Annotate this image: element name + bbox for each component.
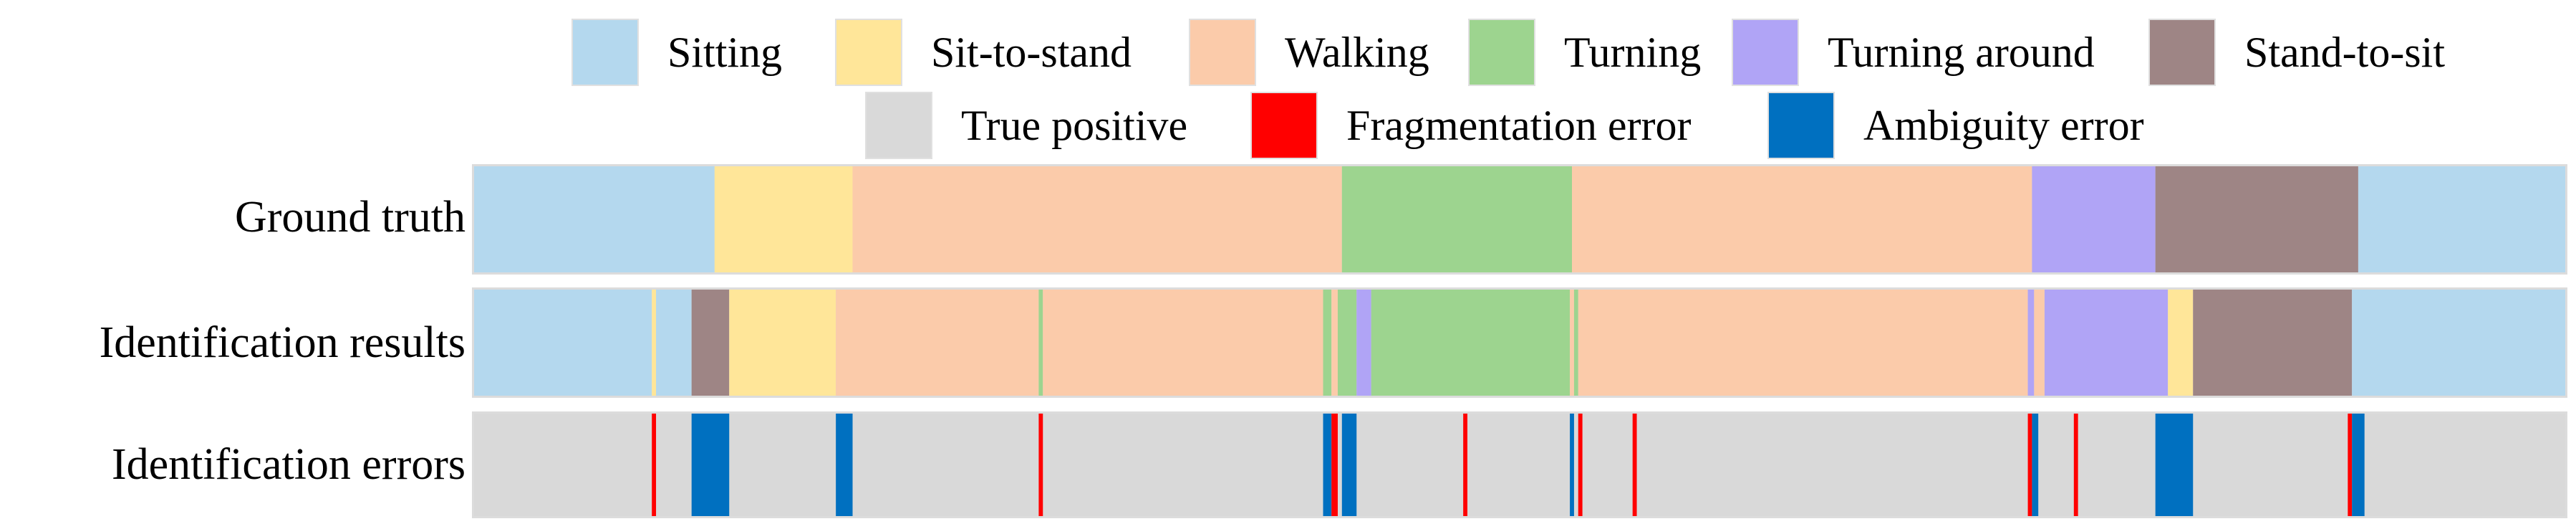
identification-results-segment-turning <box>1337 290 1357 396</box>
identification-results-segment-turning <box>1038 290 1043 396</box>
legend-swatch-fragmentation-error <box>1250 92 1318 159</box>
ground-truth-segment-walking <box>852 166 1342 272</box>
identification-errors-mark-ambiguity-error <box>2155 414 2194 516</box>
legend-label-ambiguity-error: Ambiguity error <box>1863 101 2144 149</box>
ground-truth-segment-walking <box>1572 166 2032 272</box>
identification-errors-mark-ambiguity-error <box>691 414 730 516</box>
legend-label-stand-to-sit: Stand-to-sit <box>2244 28 2445 76</box>
identification-errors-mark-ambiguity-error <box>1323 414 1332 516</box>
identification-errors-mark-fragmentation-error <box>1578 414 1583 516</box>
identification-errors-mark-fragmentation-error <box>2348 414 2353 516</box>
identification-results-segment-turning-around <box>1356 290 1371 396</box>
identification-errors-mark-ambiguity-error <box>1341 414 1357 516</box>
legend-label-true-positive: True positive <box>961 101 1188 149</box>
identification-errors-mark-ambiguity-error <box>836 414 853 516</box>
identification-errors-mark-fragmentation-error <box>1632 414 1637 516</box>
identification-results-segment-sitting <box>474 290 652 396</box>
legend-swatch-true-positive <box>865 92 932 159</box>
identification-results-segment-turning-around <box>2027 290 2035 396</box>
ground-truth-segment-sitting <box>474 166 715 272</box>
legend-swatch-turning <box>1468 19 1535 86</box>
legend-swatch-stand-to-sit <box>2148 19 2216 86</box>
identification-results-segment-stand-to-sit <box>2193 290 2353 396</box>
identification-results-segment-turning <box>1371 290 1571 396</box>
legend-swatch-walking <box>1189 19 1256 86</box>
identification-results-segment-turning-around <box>2044 290 2169 396</box>
identification-results-segment-turning <box>1573 290 1578 396</box>
legend-swatch-turning-around <box>1732 19 1799 86</box>
identification-results-segment-sitting <box>656 290 692 396</box>
identification-errors-mark-fragmentation-error <box>1463 414 1467 516</box>
legend-swatch-sitting <box>571 19 639 86</box>
legend-label-turning: Turning <box>1564 28 1702 76</box>
identification-errors-mark-ambiguity-error <box>2032 414 2039 516</box>
legend-item-turning: Turning <box>1468 19 1701 86</box>
row-label-identification-errors: Identification errors <box>111 440 465 489</box>
identification-results-segment-sit-to-stand <box>729 290 836 396</box>
legend-item-turning-around: Turning around <box>1732 19 2095 86</box>
row-label-identification-results: Identification results <box>99 318 465 367</box>
legend-label-walking: Walking <box>1285 28 1429 76</box>
legend-item-fragmentation-error: Fragmentation error <box>1250 92 1692 159</box>
identification-errors-mark-fragmentation-error <box>1038 414 1043 516</box>
legend-swatch-ambiguity-error <box>1767 92 1835 159</box>
legend-item-sit-to-stand: Sit-to-stand <box>835 19 1132 86</box>
identification-errors-background-true-positive <box>474 414 2565 516</box>
identification-results-segment-walking <box>1331 290 1338 396</box>
row-labels: Ground truth Identification results Iden… <box>0 0 465 529</box>
ground-truth-segment-sitting <box>2358 166 2565 272</box>
identification-results-segment-sitting <box>2352 290 2565 396</box>
identification-results-segment-stand-to-sit <box>691 290 730 396</box>
ground-truth-segment-turning <box>1341 166 1572 272</box>
ground-truth-segment-stand-to-sit <box>2155 166 2358 272</box>
identification-errors-mark-fragmentation-error <box>2027 414 2032 516</box>
legend-label-sit-to-stand: Sit-to-stand <box>931 28 1132 76</box>
ground-truth-segment-sit-to-stand <box>714 166 853 272</box>
identification-results-segment-walking <box>1043 290 1323 396</box>
identification-errors-mark-ambiguity-error <box>2352 414 2365 516</box>
identification-errors-mark-fragmentation-error <box>1331 414 1338 516</box>
identification-results-segment-turning <box>1323 290 1332 396</box>
identification-errors-mark-ambiguity-error <box>1570 414 1574 516</box>
identification-results-segment-walking <box>1578 290 2028 396</box>
legend-item-sitting: Sitting <box>571 19 782 86</box>
identification-results-segment-walking <box>2034 290 2045 396</box>
ground-truth-segment-turning-around <box>2032 166 2156 272</box>
identification-results-segment-sit-to-stand <box>652 290 657 396</box>
identification-errors-mark-fragmentation-error <box>652 414 657 516</box>
row-label-ground-truth: Ground truth <box>234 193 465 242</box>
legend-item-ambiguity-error: Ambiguity error <box>1767 92 2144 159</box>
legend-item-stand-to-sit: Stand-to-sit <box>2148 19 2445 86</box>
legend-label-sitting: Sitting <box>667 28 783 76</box>
legend-label-turning-around: Turning around <box>1828 28 2095 76</box>
identification-results-segment-walking <box>836 290 1039 396</box>
legend-item-true-positive: True positive <box>865 92 1187 159</box>
identification-errors-mark-fragmentation-error <box>2073 414 2078 516</box>
legend-swatch-sit-to-stand <box>835 19 902 86</box>
legend-item-walking: Walking <box>1189 19 1429 86</box>
identification-results-segment-walking <box>1570 290 1574 396</box>
identification-results-segment-sit-to-stand <box>2168 290 2194 396</box>
legend-label-fragmentation-error: Fragmentation error <box>1346 101 1692 149</box>
